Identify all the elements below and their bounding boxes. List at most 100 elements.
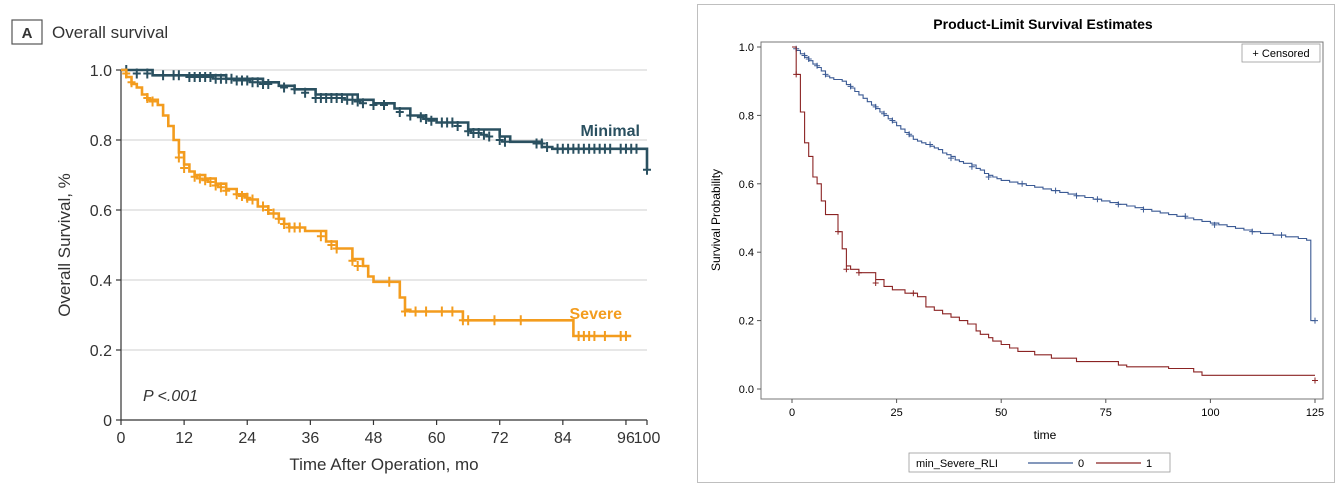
x-tick-label: 24 — [238, 430, 256, 447]
x-tick-label: 48 — [365, 430, 383, 447]
censor-mark — [872, 103, 879, 110]
x-tick-label: 100 — [1201, 407, 1219, 419]
censor-mark — [1249, 228, 1256, 235]
series-line-minimal — [121, 68, 649, 170]
censor-mark — [621, 331, 630, 341]
censor-mark — [479, 129, 488, 140]
x-tick-label: 84 — [554, 430, 572, 447]
censor-mark — [448, 306, 457, 317]
series-line-0 — [792, 46, 1315, 322]
censor-mark — [814, 62, 821, 69]
censor-mark — [835, 228, 842, 235]
censor-mark — [543, 142, 552, 152]
series-label-severe: Severe — [570, 306, 623, 323]
censor-mark — [253, 77, 262, 88]
censor-mark — [448, 117, 457, 128]
y-tick-label: 1.0 — [739, 42, 754, 54]
censor-mark — [380, 100, 388, 110]
censor-mark — [174, 152, 183, 163]
censor-mark — [1211, 221, 1218, 228]
x-tick-label: 12 — [175, 430, 193, 447]
overall-survival-chart: A Overall survival 0 0.2 0.4 0.6 0.8 1.0 0 12 2… — [11, 19, 661, 474]
censor-mark — [259, 201, 268, 212]
y-tick-label: 0 — [103, 413, 112, 430]
y-axis-label: Overall Survival, % — [55, 173, 74, 317]
censor-mark — [805, 55, 812, 62]
x-tick-label: 60 — [428, 430, 446, 447]
censor-mark — [243, 192, 252, 203]
censor-mark — [211, 180, 220, 191]
product-limit-panel: Product-Limit Survival Estimates 0.0 0.2 0… — [697, 4, 1335, 483]
censor-mark — [227, 73, 236, 84]
censor-mark — [537, 138, 546, 149]
censor-mark — [180, 163, 189, 173]
y-tick-label: 0.8 — [739, 110, 754, 122]
censor-mark — [422, 306, 431, 317]
censor-mark — [474, 128, 483, 138]
y-tick-label: 0.2 — [739, 316, 754, 328]
censor-mark — [295, 222, 304, 233]
censor-mark — [237, 191, 246, 201]
censor-mark — [1182, 213, 1189, 220]
censor-mark — [222, 185, 231, 196]
censor-mark — [416, 112, 425, 123]
censor-mark — [437, 306, 446, 317]
censor-mark — [159, 70, 168, 81]
censor-mark — [1140, 206, 1147, 213]
censor-mark — [590, 331, 599, 341]
censor-mark — [516, 315, 525, 326]
survival-curves — [792, 45, 1318, 384]
censor-mark — [847, 83, 854, 90]
censor-mark — [872, 279, 879, 286]
censor-mark — [1052, 187, 1059, 194]
censor-mark — [1312, 377, 1318, 384]
censor-mark — [632, 143, 641, 154]
censor-mark — [600, 331, 609, 341]
x-tick-label: 72 — [491, 430, 509, 447]
censor-mark — [793, 71, 800, 78]
chart-title: Overall survival — [52, 23, 168, 42]
legend-label-1: 1 — [1146, 458, 1152, 470]
censor-mark — [274, 213, 283, 224]
y-tick-label: 0.6 — [90, 203, 112, 220]
x-axis-label: time — [1034, 428, 1057, 442]
censor-mark — [801, 52, 808, 59]
censor-mark — [500, 136, 509, 147]
chart-title: Product-Limit Survival Estimates — [933, 16, 1153, 32]
survival-curves — [121, 65, 651, 341]
censor-mark — [411, 306, 420, 317]
censor-mark — [148, 96, 157, 107]
censor-mark — [881, 110, 888, 117]
censor-mark — [464, 315, 473, 326]
censor-mark — [910, 290, 917, 297]
censored-legend-text: + Censored — [1252, 48, 1309, 60]
legend-label-0: 0 — [1078, 458, 1084, 470]
x-tick-label: 75 — [1100, 407, 1112, 419]
censor-mark — [422, 114, 431, 124]
censor-mark — [206, 177, 215, 187]
censor-mark — [843, 266, 850, 273]
censor-mark — [406, 110, 415, 121]
censor-mark — [968, 163, 975, 170]
y-tick-label: 0.0 — [739, 384, 754, 396]
axes: 0.0 0.2 0.4 0.6 0.8 1.0 0 25 50 75 100 125 — [739, 42, 1324, 419]
censor-mark — [353, 96, 362, 107]
censor-mark — [947, 155, 954, 162]
censor-mark — [1312, 317, 1318, 324]
censor-mark — [495, 135, 504, 145]
censor-mark — [1019, 180, 1026, 187]
x-tick-label: 0 — [117, 430, 126, 447]
x-tick-label: 100 — [634, 430, 661, 447]
panel-label-box — [11, 19, 43, 45]
censor-mark — [1115, 201, 1122, 208]
censor-mark — [216, 182, 225, 193]
censor-mark — [280, 82, 289, 93]
legend-title: min_Severe_RLI — [916, 458, 998, 470]
censor-mark — [264, 79, 273, 89]
censor-mark — [427, 115, 436, 126]
censor-mark — [985, 173, 992, 180]
censor-mark — [401, 306, 410, 317]
censor-mark — [290, 84, 299, 95]
y-tick-label: 0.4 — [90, 273, 112, 290]
censor-mark — [395, 107, 404, 117]
